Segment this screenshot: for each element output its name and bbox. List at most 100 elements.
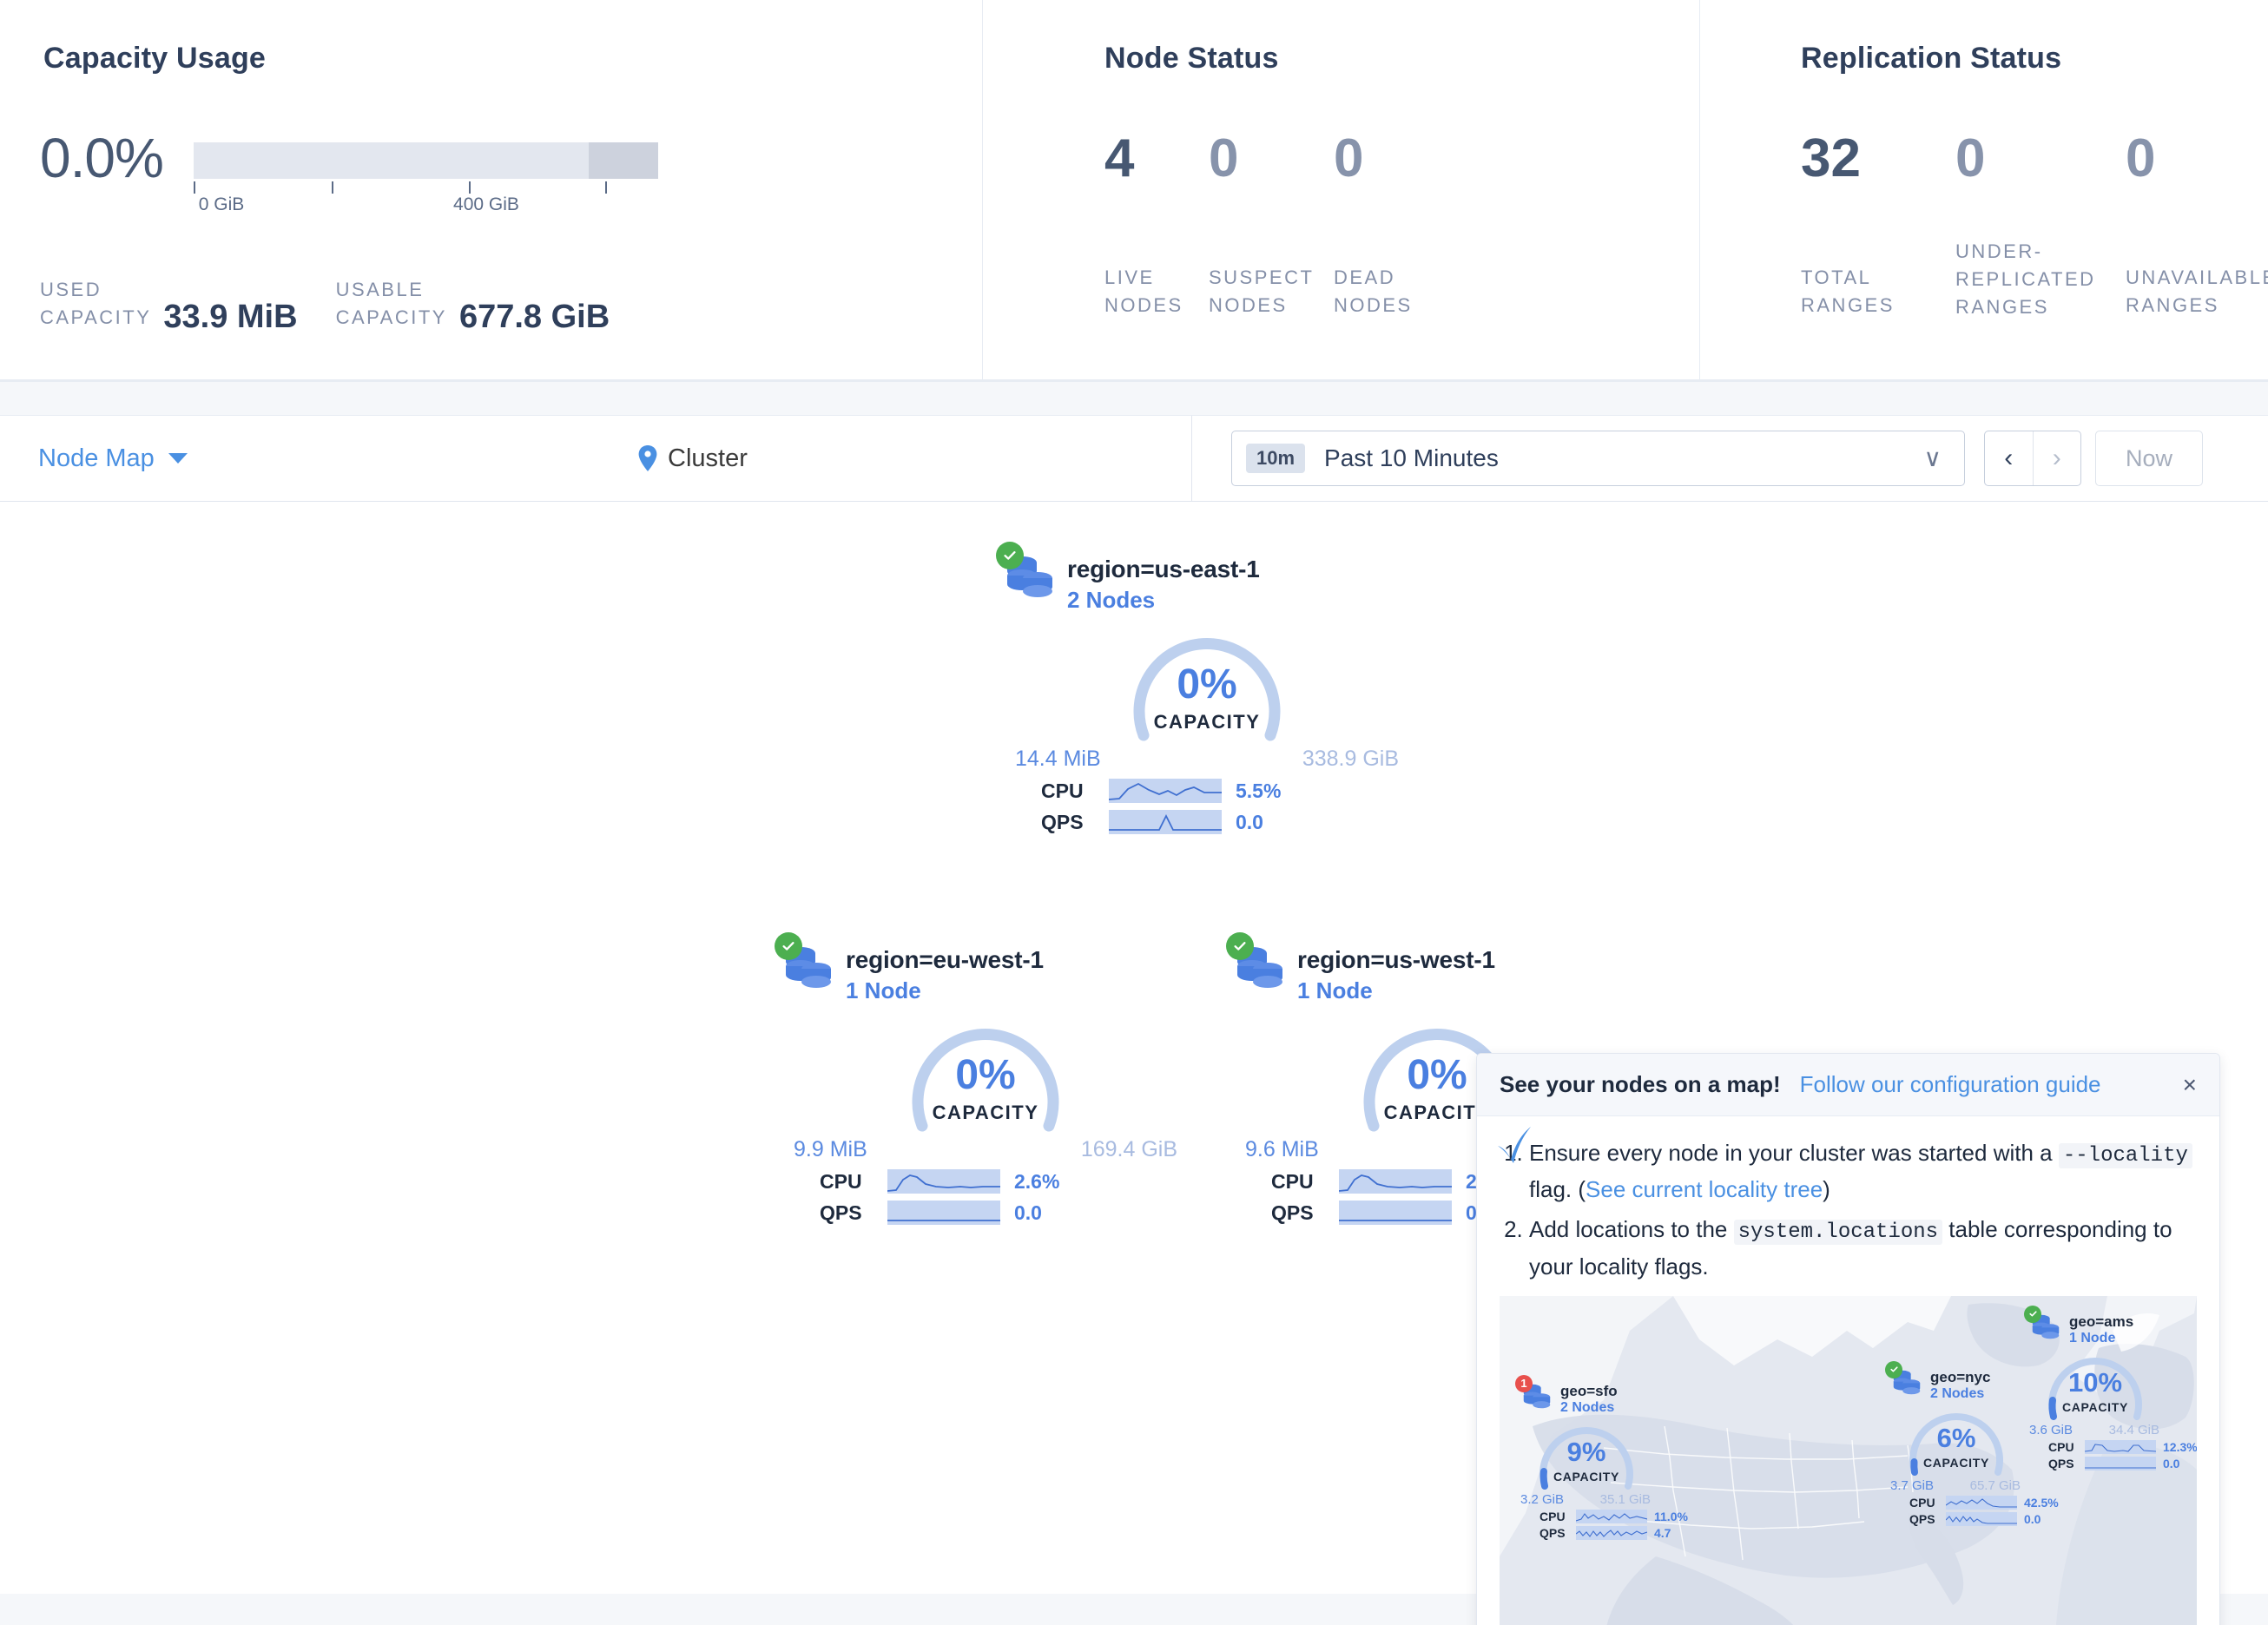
dead-nodes-value: 0 bbox=[1334, 128, 1364, 188]
time-range-selector[interactable]: 10m Past 10 Minutes ∨ bbox=[1231, 431, 1965, 486]
setup-steps-list: Ensure every node in your cluster was st… bbox=[1500, 1135, 2197, 1284]
preview-metric-row-qps: QPS 4.7 bbox=[1520, 1525, 1688, 1540]
metric-label: CPU bbox=[820, 1169, 862, 1193]
locality-header: region=us-west-1 1 Node bbox=[1226, 932, 1641, 1004]
breadcrumb[interactable]: Cluster bbox=[638, 444, 748, 473]
database-stack-icon bbox=[1007, 556, 1052, 597]
node-status-stats: 4 LIVE NODES 0 SUSPECT NODES 0 bbox=[1104, 128, 1455, 316]
node-map-label: Node Map bbox=[38, 444, 155, 472]
summary-bar: Capacity Usage 0.0% 0 GiB 400 GiB bbox=[0, 0, 2268, 382]
used-capacity-stat: USED CAPACITY 33.9 MiB bbox=[40, 276, 298, 333]
preview-metric-row-cpu: CPU 42.5% bbox=[1890, 1495, 2059, 1510]
toolbar-divider bbox=[1191, 416, 1192, 501]
capacity-tick-label-2: 400 GiB bbox=[453, 194, 519, 214]
step2-text-pre: Add locations to the bbox=[1529, 1216, 1734, 1243]
locality-node-count: 2 Nodes bbox=[1067, 587, 1156, 613]
locality-tree-link[interactable]: See current locality tree bbox=[1586, 1176, 1823, 1203]
locality-node-count: 1 Node bbox=[1297, 977, 1373, 1003]
live-nodes-stat: 4 LIVE NODES bbox=[1104, 132, 1209, 316]
capacity-usage-title: Capacity Usage bbox=[43, 42, 267, 75]
replication-status-panel: Replication Status 32 TOTAL RANGES 0 UND… bbox=[1700, 0, 2268, 379]
metric-label: CPU bbox=[1041, 779, 1084, 802]
capacity-axis-labels: 0 GiB 400 GiB bbox=[194, 194, 658, 219]
close-icon[interactable]: × bbox=[2182, 1070, 2197, 1098]
locality-total-size: 169.4 GiB bbox=[1080, 1137, 1177, 1161]
metric-label: QPS bbox=[1271, 1201, 1314, 1224]
setup-step-2: Add locations to the system.locations ta… bbox=[1529, 1212, 2197, 1283]
suspect-nodes-stat: 0 SUSPECT NODES bbox=[1209, 132, 1334, 316]
step1-text-post: ) bbox=[1823, 1176, 1830, 1203]
locality-header: region=eu-west-1 1 Node bbox=[775, 932, 1190, 1004]
time-nav-group: ‹ › bbox=[1984, 431, 2081, 486]
usable-capacity-label: USABLE CAPACITY bbox=[335, 279, 447, 328]
node-map-help-popup: See your nodes on a map! Follow our conf… bbox=[1476, 1053, 2220, 1625]
locality-card[interactable]: region=eu-west-1 1 Node 0% CAPACITY 9.9 … bbox=[775, 932, 1190, 1225]
preview-locality-header: geo=ams 1 Node bbox=[2024, 1305, 2197, 1346]
preview-locality-name: geo=nyc bbox=[1930, 1368, 1991, 1385]
panel-divider bbox=[982, 0, 983, 379]
step1-text-pre: Ensure every node in your cluster was st… bbox=[1529, 1140, 2059, 1166]
popup-header: See your nodes on a map! Follow our conf… bbox=[1477, 1054, 2219, 1116]
node-status-panel: Node Status 4 LIVE NODES 0 SUSPECT NODES bbox=[983, 0, 1700, 379]
time-prev-button[interactable]: ‹ bbox=[1985, 431, 2034, 485]
unavailable-ranges-value: 0 bbox=[2126, 128, 2156, 188]
preview-metric-row-qps: QPS 0.0 bbox=[1890, 1511, 2059, 1526]
cpu-sparkline-icon bbox=[1339, 1169, 1452, 1194]
preview-metric-row-cpu: CPU 11.0% bbox=[1520, 1509, 1688, 1523]
locality-card[interactable]: region=us-east-1 2 Nodes 0% CAPACITY 14.… bbox=[996, 542, 1411, 834]
metric-row-qps: QPS 0.0 bbox=[781, 1201, 1190, 1225]
locality-name: region=eu-west-1 bbox=[846, 946, 1044, 973]
preview-locality-card: geo=nyc 2 Nodes 6% CAPACITY bbox=[1885, 1360, 2059, 1526]
time-next-button[interactable]: › bbox=[2052, 444, 2061, 472]
status-ok-icon bbox=[2024, 1305, 2041, 1323]
under-replicated-ranges-label: UNDER- REPLICATED RANGES bbox=[1955, 240, 2096, 318]
locality-used-size: 9.6 MiB bbox=[1245, 1137, 1319, 1161]
preview-locality-sizes: 3.7 GiB 65.7 GiB bbox=[1890, 1478, 2021, 1493]
metric-value: 11.0% bbox=[1654, 1509, 1688, 1523]
qps-sparkline-icon bbox=[1109, 810, 1222, 834]
unavailable-ranges-label: UNAVAILABLE RANGES bbox=[2126, 266, 2268, 316]
time-range-label: Past 10 Minutes bbox=[1324, 444, 1499, 471]
preview-capacity-gauge: 9% CAPACITY bbox=[1533, 1421, 1640, 1490]
under-replicated-ranges-stat: 0 UNDER- REPLICATED RANGES bbox=[1955, 132, 2126, 318]
node-map-view-selector[interactable]: Node Map bbox=[38, 444, 188, 473]
metric-value: 12.3% bbox=[2163, 1439, 2197, 1454]
suspect-nodes-label: SUSPECT NODES bbox=[1209, 266, 1315, 316]
usable-capacity-value: 677.8 GiB bbox=[458, 298, 610, 335]
metric-value: 42.5% bbox=[2024, 1495, 2059, 1510]
metric-row-cpu: CPU 2.6% bbox=[781, 1169, 1190, 1194]
capacity-usage-panel: Capacity Usage 0.0% 0 GiB 400 GiB bbox=[0, 0, 983, 379]
breadcrumb-label: Cluster bbox=[668, 444, 748, 472]
metric-label: CPU bbox=[1271, 1169, 1314, 1193]
database-icon-wrapper bbox=[2024, 1305, 2064, 1345]
node-map-canvas: region=us-east-1 2 Nodes 0% CAPACITY 14.… bbox=[0, 502, 2268, 1625]
preview-total-size: 35.1 GiB bbox=[1599, 1491, 1651, 1507]
locality-titles: region=us-east-1 2 Nodes bbox=[1067, 554, 1260, 614]
metric-label: QPS bbox=[1909, 1511, 1935, 1526]
preview-total-size: 34.4 GiB bbox=[2108, 1422, 2159, 1438]
capacity-word: CAPACITY bbox=[932, 1102, 1039, 1123]
metric-label: CPU bbox=[1539, 1509, 1566, 1523]
preview-metric-row-qps: QPS 0.0 bbox=[2029, 1456, 2197, 1470]
configuration-guide-link[interactable]: Follow our configuration guide bbox=[1799, 1071, 2101, 1097]
qps-sparkline-icon bbox=[887, 1201, 1000, 1225]
time-range-badge: 10m bbox=[1246, 444, 1306, 473]
unavailable-ranges-stat: 0 UNAVAILABLE RANGES bbox=[2126, 128, 2268, 316]
preview-map: 1 bbox=[1500, 1295, 2197, 1625]
preview-capacity-word: CAPACITY bbox=[1922, 1455, 1990, 1470]
capacity-arc-icon bbox=[2048, 1357, 2142, 1420]
preview-locality-sizes: 3.2 GiB 35.1 GiB bbox=[1520, 1492, 1651, 1507]
metric-label: QPS bbox=[2048, 1456, 2074, 1470]
preview-capacity-percent: 9% bbox=[1566, 1436, 1606, 1467]
capacity-bar-reserved bbox=[589, 142, 658, 179]
qps-sparkline-icon bbox=[1339, 1201, 1452, 1225]
step1-text-mid: flag. ( bbox=[1529, 1176, 1586, 1203]
usable-capacity-stat: USABLE CAPACITY 677.8 GiB bbox=[336, 276, 610, 333]
locality-titles: region=eu-west-1 1 Node bbox=[846, 944, 1044, 1004]
used-capacity-label: USED CAPACITY bbox=[40, 279, 152, 328]
capacity-percent: 0% bbox=[955, 1052, 1016, 1098]
metric-label: QPS bbox=[1041, 810, 1084, 833]
chevron-down-icon: ∨ bbox=[1923, 444, 1942, 471]
capacity-arc-icon bbox=[1539, 1426, 1633, 1490]
time-now-button[interactable]: Now bbox=[2095, 431, 2203, 486]
